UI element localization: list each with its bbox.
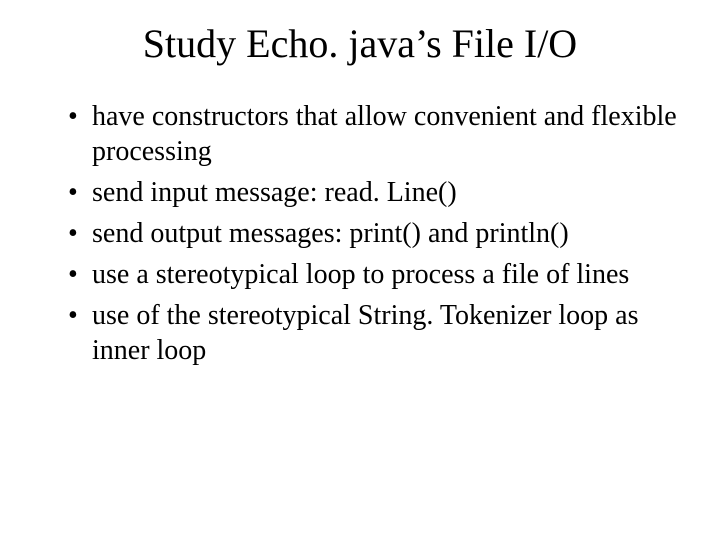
list-item: send input message: read. Line() xyxy=(68,175,680,210)
list-item: send output messages: print() and printl… xyxy=(68,216,680,251)
slide-title: Study Echo. java’s File I/O xyxy=(40,20,680,67)
bullet-list: have constructors that allow convenient … xyxy=(40,99,680,368)
list-item: use a stereotypical loop to process a fi… xyxy=(68,257,680,292)
slide: Study Echo. java’s File I/O have constru… xyxy=(0,0,720,540)
list-item: have constructors that allow convenient … xyxy=(68,99,680,169)
list-item: use of the stereotypical String. Tokeniz… xyxy=(68,298,680,368)
